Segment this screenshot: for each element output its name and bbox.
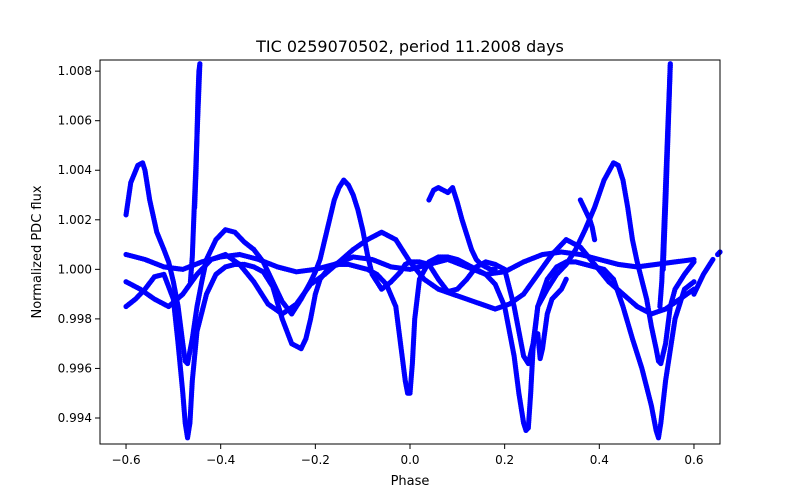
y-tick-label: 1.004	[58, 163, 92, 177]
data-point	[710, 256, 716, 263]
x-tick-label: 0.4	[590, 453, 609, 467]
y-tick-label: 0.998	[58, 312, 92, 326]
scatter-points	[123, 61, 723, 441]
data-point	[591, 237, 598, 243]
data-point	[691, 279, 697, 285]
y-tick-label: 0.996	[58, 361, 92, 375]
x-tick-label: −0.2	[301, 453, 330, 467]
x-tick-label: −0.6	[111, 453, 140, 467]
data-point	[563, 276, 569, 282]
x-tick-label: 0.6	[684, 453, 703, 467]
y-axis-label: Normalized PDC flux	[30, 185, 45, 318]
x-tick-label: 0.2	[495, 453, 514, 467]
y-axis-ticks: 0.994 0.996 0.998 1.000 1.002 1.004 1.006 1.008	[58, 64, 100, 425]
x-axis-label: Phase	[391, 474, 430, 489]
chart-title: TIC 0259070502, period 11.2008 days	[255, 37, 564, 56]
y-tick-label: 1.008	[58, 64, 92, 78]
y-tick-label: 1.000	[58, 262, 92, 276]
y-tick-label: 1.006	[58, 114, 92, 128]
data-point	[691, 256, 697, 263]
x-axis-ticks: −0.6 −0.4 −0.2 0.0 0.2 0.4 0.6	[111, 444, 704, 467]
x-tick-label: −0.4	[206, 453, 235, 467]
x-tick-label: 0.0	[400, 453, 419, 467]
y-tick-label: 1.002	[58, 213, 92, 227]
y-tick-label: 0.994	[58, 411, 92, 425]
